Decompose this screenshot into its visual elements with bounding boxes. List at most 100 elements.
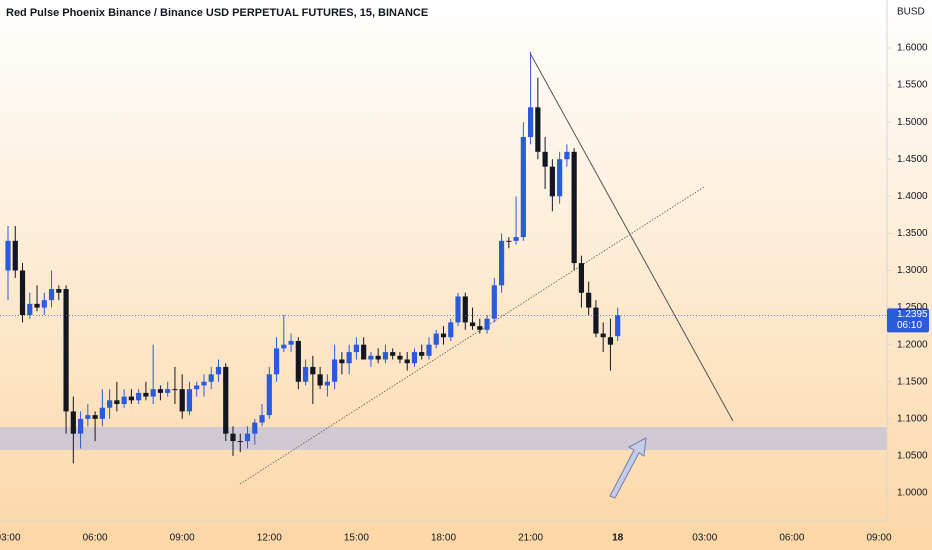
candle-body (571, 151, 577, 264)
candle-body (230, 433, 236, 442)
trend-line (239, 186, 705, 485)
y-tick-label: 1.1500 (897, 376, 928, 387)
candle-body (107, 400, 113, 408)
candle-body (244, 433, 251, 442)
y-tick-label: 1.2000 (897, 339, 928, 350)
candle-body (332, 359, 338, 382)
x-tick-label: 03:00 (692, 533, 717, 544)
candle-body (302, 366, 309, 382)
candle-body (208, 374, 214, 382)
candle-body (324, 381, 330, 386)
candle-body (157, 389, 164, 393)
candle-body (223, 366, 229, 434)
currency-label: BUSD (897, 7, 925, 18)
candle-body (549, 166, 555, 197)
candle-body (397, 355, 403, 360)
candle-body (48, 289, 55, 301)
candle-body (56, 289, 62, 293)
candle-body (390, 352, 396, 356)
x-tick-label: 18:00 (431, 533, 456, 544)
candle-body (615, 315, 621, 337)
candle-body (186, 389, 193, 412)
candle-body (339, 359, 345, 364)
candle-body (143, 392, 149, 397)
candle-body (411, 352, 418, 364)
candle-body (12, 240, 18, 271)
y-tick-label: 1.5000 (897, 117, 928, 128)
candle-body (506, 240, 512, 242)
candle-body (528, 107, 534, 137)
candle-body (498, 240, 505, 286)
candle-body (513, 237, 519, 241)
x-tick-label: 09:00 (866, 533, 891, 544)
y-tick-label: 1.4000 (897, 191, 928, 202)
x-tick-label: 06:00 (83, 533, 108, 544)
candle-body (382, 352, 389, 360)
candle-body (121, 396, 127, 405)
y-tick-label: 1.4500 (897, 154, 928, 165)
candle-body (165, 389, 171, 393)
candle-body (99, 407, 105, 419)
candle-body (27, 303, 33, 315)
candle-body (469, 322, 476, 327)
candle-body (535, 107, 541, 152)
candles (5, 51, 621, 464)
x-tick-label: 18 (612, 533, 624, 544)
candle-body (578, 263, 585, 293)
chart-title: Red Pulse Phoenix Binance / Binance USD … (6, 7, 428, 19)
y-tick-label: 1.3500 (897, 228, 928, 239)
candle-body (85, 415, 91, 419)
candle-body (593, 307, 599, 334)
y-tick-label: 1.6000 (897, 43, 928, 54)
candle-body (215, 366, 222, 375)
candle-body (462, 296, 468, 323)
candle-body (172, 389, 178, 391)
candle-body (179, 389, 185, 412)
candle-body (607, 337, 614, 345)
candle-body (426, 344, 432, 356)
candle-body (310, 366, 316, 375)
x-tick-label: 09:00 (170, 533, 195, 544)
candle-body (41, 300, 47, 308)
candle-body (491, 285, 497, 319)
y-tick-label: 1.2500 (897, 302, 928, 313)
price-label: 1.2395 (897, 309, 928, 320)
x-tick-label: 06:00 (779, 533, 804, 544)
candle-body (557, 159, 563, 197)
x-tick-label: 12:00 (257, 533, 282, 544)
candle-body (288, 340, 294, 345)
candle-body (455, 296, 461, 323)
candle-body (19, 270, 26, 315)
candle-body (368, 355, 374, 360)
candle-body (92, 415, 98, 419)
candle-body (252, 422, 258, 434)
candle-body (564, 151, 570, 160)
y-tick-label: 1.0000 (897, 488, 928, 499)
candle-body (542, 151, 548, 167)
candle-body (128, 396, 134, 401)
candle-body (281, 344, 287, 349)
candle-body (586, 292, 592, 308)
support-zone (0, 427, 887, 450)
countdown: 06:10 (897, 320, 922, 331)
candle-body (448, 322, 454, 338)
candle-body (520, 136, 526, 238)
candle-body (201, 381, 207, 386)
candle-body (404, 359, 410, 364)
candle-body (237, 441, 243, 443)
y-tick-label: 1.0500 (897, 451, 928, 462)
candle-body (70, 411, 76, 434)
x-tick-label: 03:00 (0, 533, 21, 544)
candle-body (600, 333, 606, 338)
candle-body (353, 344, 359, 353)
x-tick-label: 15:00 (344, 533, 369, 544)
candle-body (295, 340, 301, 382)
candle-body (34, 303, 40, 308)
candle-body (266, 374, 272, 416)
candle-body (5, 240, 11, 271)
candle-body (63, 289, 69, 412)
y-tick-label: 1.1000 (897, 413, 928, 424)
